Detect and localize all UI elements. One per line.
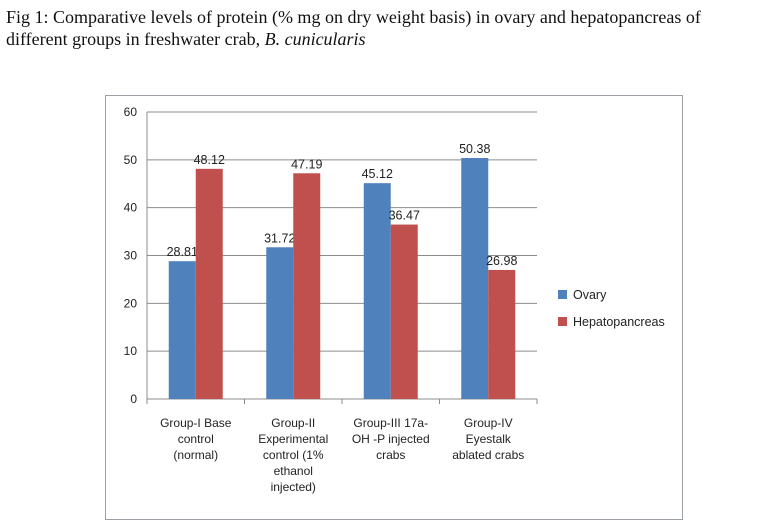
- y-tick-label: 30: [124, 249, 138, 263]
- category-label: Eyestalk: [466, 432, 512, 446]
- data-label: 47.19: [291, 157, 322, 171]
- y-tick-label: 40: [124, 201, 138, 215]
- bar-ovary: [461, 158, 489, 399]
- category-label: crabs: [376, 448, 405, 462]
- bar-ovary: [168, 261, 196, 399]
- y-tick-label: 0: [130, 392, 137, 406]
- category-label: ablated crabs: [452, 448, 524, 462]
- bar-hepatopancreas: [390, 224, 418, 399]
- bar-hepatopancreas: [293, 173, 321, 399]
- y-tick-label: 10: [124, 344, 138, 358]
- category-label: Group-III 17a-: [353, 416, 428, 430]
- bar-hepatopancreas: [195, 168, 223, 399]
- legend-label: Hepatopancreas: [573, 315, 665, 329]
- legend-label: Ovary: [573, 288, 607, 302]
- bar-ovary: [363, 183, 391, 399]
- category-label: Group-II: [271, 416, 315, 430]
- category-label: OH -P injected: [352, 432, 430, 446]
- category-label: Group-I Base: [160, 416, 232, 430]
- category-label: Group-IV: [464, 416, 513, 430]
- y-tick-label: 20: [124, 296, 138, 310]
- data-label: 50.38: [459, 142, 490, 156]
- caption-species: B. cunicularis: [264, 29, 366, 49]
- y-tick-label: 60: [124, 105, 138, 119]
- category-label: injected): [271, 480, 316, 494]
- category-label: Experimental: [258, 432, 328, 446]
- category-label: ethanol: [274, 464, 313, 478]
- caption-text: Fig 1: Comparative levels of protein (% …: [6, 7, 701, 49]
- data-label: 26.98: [486, 254, 517, 268]
- category-label: control: [178, 432, 214, 446]
- data-label: 45.12: [362, 167, 393, 181]
- category-label: (normal): [173, 448, 218, 462]
- y-tick-label: 50: [124, 153, 138, 167]
- data-label: 36.47: [389, 209, 420, 223]
- bar-hepatopancreas: [488, 269, 516, 399]
- figure-caption: Fig 1: Comparative levels of protein (% …: [6, 6, 762, 50]
- data-label: 31.72: [264, 231, 295, 245]
- legend-swatch: [558, 317, 567, 326]
- bar-ovary: [266, 247, 294, 399]
- data-label: 28.81: [167, 245, 198, 259]
- data-label: 48.12: [194, 153, 225, 167]
- legend-swatch: [558, 290, 567, 299]
- category-label: control (1%: [263, 448, 324, 462]
